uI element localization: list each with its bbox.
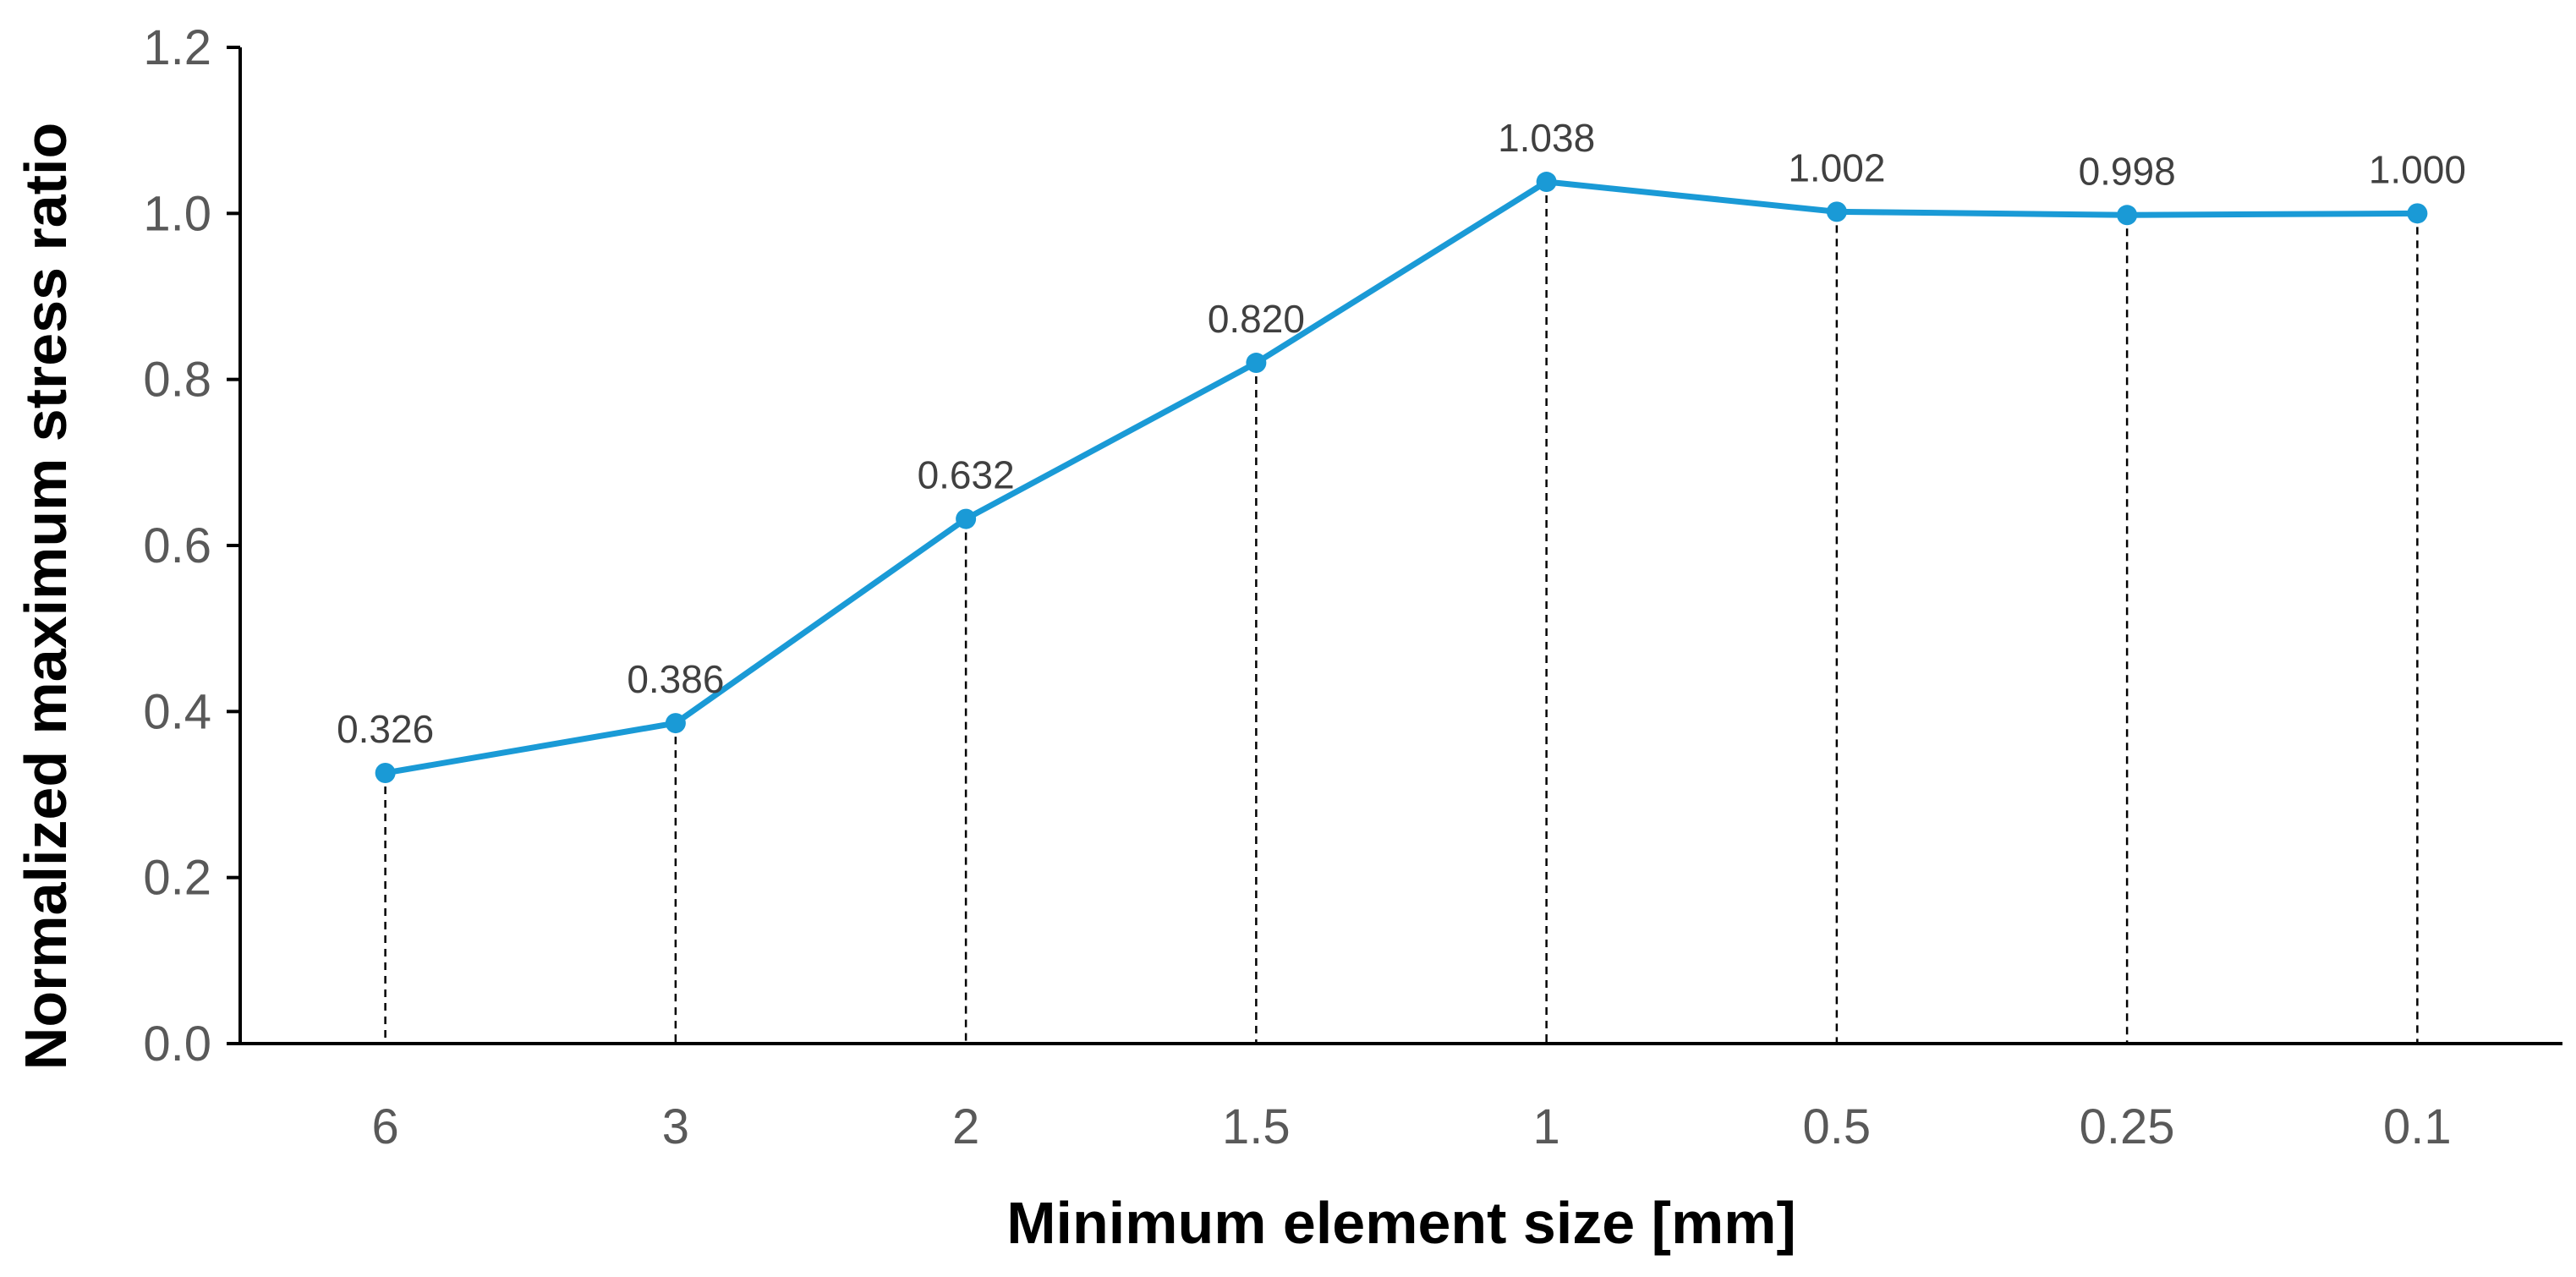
data-label: 0.820	[1208, 297, 1305, 341]
y-tick-label: 1.2	[143, 20, 211, 75]
data-point	[375, 762, 396, 783]
y-tick-label: 0.0	[143, 1017, 211, 1071]
data-point	[665, 713, 686, 734]
data-point	[1826, 201, 1847, 222]
y-tick-label: 0.4	[143, 684, 211, 739]
x-tick-label: 0.1	[2383, 1099, 2452, 1154]
drop-lines	[384, 182, 2419, 1044]
data-point	[1536, 172, 1557, 193]
y-tick-label: 0.6	[143, 518, 211, 573]
x-axis-ticks: 6 3 2 1.5 1 0.5 0.25 0.1	[371, 1099, 2451, 1154]
data-label: 1.002	[1788, 145, 1885, 189]
y-axis-title: Normalized maximum stress ratio	[13, 123, 79, 1070]
y-tick-label: 1.0	[143, 186, 211, 241]
x-tick-label: 2	[952, 1099, 979, 1154]
y-tick-label: 0.2	[143, 851, 211, 906]
x-tick-label: 1.5	[1222, 1099, 1291, 1154]
data-point	[956, 508, 977, 529]
x-tick-label: 0.25	[2080, 1099, 2175, 1154]
x-axis-title: Minimum element size [mm]	[1006, 1190, 1796, 1256]
x-tick-label: 1	[1532, 1099, 1559, 1154]
data-labels: 0.326 0.386 0.632 0.820 1.038 1.002 0.998 1.000	[337, 116, 2466, 751]
x-tick-label: 0.5	[1803, 1099, 1872, 1154]
series-line	[385, 178, 2418, 776]
data-point	[2407, 203, 2428, 224]
data-points	[375, 172, 2428, 783]
x-tick-label: 3	[662, 1099, 689, 1154]
y-axis-ticks: 0.0 0.2 0.4 0.6 0.8 1.0 1.2	[143, 20, 240, 1071]
data-label: 1.038	[1498, 116, 1595, 160]
data-label: 0.998	[2079, 149, 2176, 193]
data-label: 0.386	[627, 657, 724, 701]
x-tick-label: 6	[371, 1099, 398, 1154]
data-point	[1246, 353, 1267, 374]
data-label: 0.632	[918, 453, 1015, 497]
data-label: 0.326	[337, 707, 434, 751]
data-label: 1.000	[2369, 147, 2466, 191]
y-tick-label: 0.8	[143, 353, 211, 408]
data-point	[2117, 205, 2138, 226]
